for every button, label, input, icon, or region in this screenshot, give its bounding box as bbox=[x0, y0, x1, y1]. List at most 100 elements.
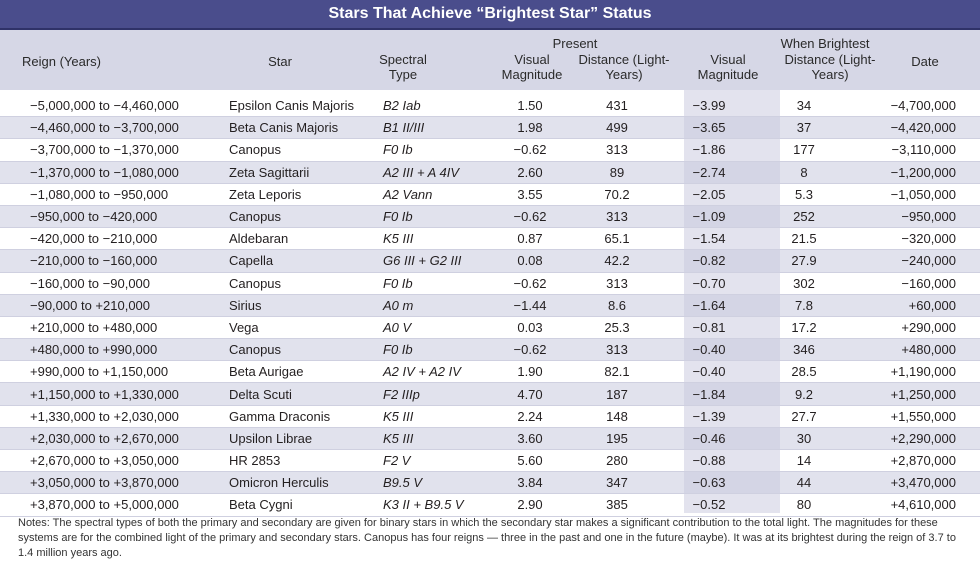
cell-spectral-type: F0 Ib bbox=[377, 138, 490, 162]
cell-brightest-magnitude: −2.05 bbox=[664, 183, 754, 206]
cell-star: Canopus bbox=[225, 272, 377, 295]
cell-present-magnitude: 0.03 bbox=[490, 316, 570, 340]
cell-brightest-magnitude: −2.74 bbox=[664, 161, 754, 184]
cell-present-distance: 280 bbox=[570, 449, 664, 473]
header-present-group: Present bbox=[552, 36, 598, 51]
cell-date: +1,190,000 bbox=[854, 360, 980, 384]
cell-brightest-distance: 8 bbox=[754, 161, 854, 184]
cell-star: Beta Aurigae bbox=[225, 360, 377, 384]
cell-present-magnitude: 1.98 bbox=[490, 116, 570, 140]
table-row: −210,000 to −160,000 Capella G6 III + G2 I… bbox=[0, 249, 980, 273]
cell-present-magnitude: 0.08 bbox=[490, 249, 570, 273]
stars-table: −5,000,000 to −4,460,000 Epsilon Canis Ma… bbox=[0, 95, 980, 517]
cell-brightest-distance: 37 bbox=[754, 116, 854, 140]
cell-present-distance: 148 bbox=[570, 405, 664, 428]
cell-brightest-distance: 17.2 bbox=[754, 316, 854, 340]
header-brightest-distance: Distance (Light-Years) bbox=[784, 52, 876, 82]
cell-present-distance: 313 bbox=[570, 272, 664, 295]
table-row: +1,150,000 to +1,330,000 Delta Scuti F2 II… bbox=[0, 382, 980, 406]
cell-brightest-magnitude: −1.39 bbox=[664, 405, 754, 428]
cell-date: −1,050,000 bbox=[854, 183, 980, 206]
cell-spectral-type: B2 Iab bbox=[377, 95, 490, 118]
cell-reign: +3,870,000 to +5,000,000 bbox=[0, 493, 225, 517]
cell-reign: −950,000 to −420,000 bbox=[0, 205, 225, 229]
cell-present-distance: 82.1 bbox=[570, 360, 664, 384]
cell-date: +4,610,000 bbox=[854, 493, 980, 517]
cell-brightest-magnitude: −0.81 bbox=[664, 316, 754, 340]
cell-brightest-distance: 9.2 bbox=[754, 382, 854, 406]
cell-brightest-distance: 252 bbox=[754, 205, 854, 229]
cell-reign: +1,150,000 to +1,330,000 bbox=[0, 382, 225, 406]
table-row: −1,370,000 to −1,080,000 Zeta Sagittarii A… bbox=[0, 161, 980, 184]
cell-reign: +2,670,000 to +3,050,000 bbox=[0, 449, 225, 473]
cell-spectral-type: F2 V bbox=[377, 449, 490, 473]
cell-star: Upsilon Librae bbox=[225, 427, 377, 451]
cell-reign: −3,700,000 to −1,370,000 bbox=[0, 138, 225, 162]
cell-present-magnitude: 4.70 bbox=[490, 382, 570, 406]
cell-present-distance: 499 bbox=[570, 116, 664, 140]
table-row: −3,700,000 to −1,370,000 Canopus F0 Ib −0.6… bbox=[0, 138, 980, 162]
cell-brightest-distance: 30 bbox=[754, 427, 854, 451]
table-row: +990,000 to +1,150,000 Beta Aurigae A2 IV … bbox=[0, 360, 980, 384]
cell-present-magnitude: 2.90 bbox=[490, 493, 570, 517]
cell-date: +480,000 bbox=[854, 338, 980, 362]
cell-star: Zeta Leporis bbox=[225, 183, 377, 206]
cell-present-magnitude: −0.62 bbox=[490, 338, 570, 362]
cell-present-magnitude: 1.90 bbox=[490, 360, 570, 384]
cell-brightest-distance: 346 bbox=[754, 338, 854, 362]
cell-brightest-magnitude: −1.09 bbox=[664, 205, 754, 229]
table-row: −160,000 to −90,000 Canopus F0 Ib −0.62 313−… bbox=[0, 272, 980, 295]
cell-brightest-magnitude: −0.40 bbox=[664, 360, 754, 384]
cell-star: Delta Scuti bbox=[225, 382, 377, 406]
cell-brightest-distance: 302 bbox=[754, 272, 854, 295]
cell-date: −320,000 bbox=[854, 227, 980, 251]
cell-date: +3,470,000 bbox=[854, 471, 980, 495]
cell-present-distance: 195 bbox=[570, 427, 664, 451]
cell-date: +290,000 bbox=[854, 316, 980, 340]
header-brightest-group: When Brightest bbox=[780, 36, 870, 51]
header-star: Star bbox=[268, 54, 292, 69]
cell-present-distance: 313 bbox=[570, 205, 664, 229]
header-brightest-magnitude: Visual Magnitude bbox=[697, 52, 759, 82]
table-notes: Notes: The spectral types of both the pr… bbox=[18, 517, 956, 559]
cell-star: Sirius bbox=[225, 294, 377, 317]
table-row: +3,870,000 to +5,000,000 Beta Cygni K3 II … bbox=[0, 493, 980, 517]
cell-present-distance: 385 bbox=[570, 493, 664, 517]
cell-date: −1,200,000 bbox=[854, 161, 980, 184]
cell-spectral-type: K5 III bbox=[377, 427, 490, 451]
cell-star: HR 2853 bbox=[225, 449, 377, 473]
cell-date: −4,420,000 bbox=[854, 116, 980, 140]
cell-star: Gamma Draconis bbox=[225, 405, 377, 428]
cell-present-distance: 347 bbox=[570, 471, 664, 495]
cell-present-magnitude: 1.50 bbox=[490, 95, 570, 118]
table-row: +480,000 to +990,000 Canopus F0 Ib −0.62 313… bbox=[0, 338, 980, 362]
cell-spectral-type: A2 III + A 4IV bbox=[377, 161, 490, 184]
table-row: +210,000 to +480,000 Vega A0 V 0.03 25.3 −0.8… bbox=[0, 316, 980, 340]
cell-star: Epsilon Canis Majoris bbox=[225, 95, 377, 118]
cell-reign: +3,050,000 to +3,870,000 bbox=[0, 471, 225, 495]
cell-date: −4,700,000 bbox=[854, 95, 980, 118]
cell-spectral-type: B1 II/III bbox=[377, 116, 490, 140]
cell-present-distance: 313 bbox=[570, 338, 664, 362]
cell-brightest-magnitude: −0.63 bbox=[664, 471, 754, 495]
cell-reign: −420,000 to −210,000 bbox=[0, 227, 225, 251]
cell-present-magnitude: 2.60 bbox=[490, 161, 570, 184]
cell-present-distance: 187 bbox=[570, 382, 664, 406]
cell-reign: +2,030,000 to +2,670,000 bbox=[0, 427, 225, 451]
cell-star: Canopus bbox=[225, 205, 377, 229]
header-present-distance: Distance (Light-Years) bbox=[578, 52, 670, 82]
cell-star: Canopus bbox=[225, 138, 377, 162]
cell-star: Aldebaran bbox=[225, 227, 377, 251]
cell-spectral-type: F0 Ib bbox=[377, 338, 490, 362]
cell-reign: −1,370,000 to −1,080,000 bbox=[0, 161, 225, 184]
cell-present-magnitude: 3.60 bbox=[490, 427, 570, 451]
table-row: −4,460,000 to −3,700,000 Beta Canis Major… bbox=[0, 116, 980, 140]
cell-brightest-magnitude: −0.70 bbox=[664, 272, 754, 295]
cell-brightest-distance: 14 bbox=[754, 449, 854, 473]
cell-star: Vega bbox=[225, 316, 377, 340]
cell-brightest-magnitude: −0.82 bbox=[664, 249, 754, 273]
cell-reign: −4,460,000 to −3,700,000 bbox=[0, 116, 225, 140]
cell-brightest-magnitude: −0.40 bbox=[664, 338, 754, 362]
cell-star: Beta Cygni bbox=[225, 493, 377, 517]
